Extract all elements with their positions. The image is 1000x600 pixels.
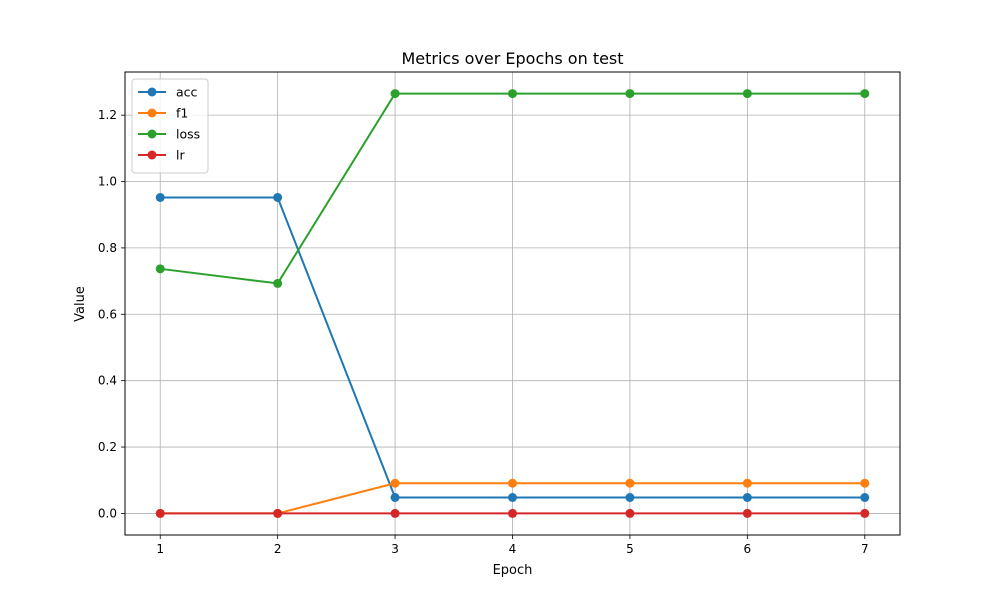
y-tick-label: 0.0: [98, 506, 117, 520]
y-tick-label: 0.6: [98, 307, 117, 321]
legend: acc f1 loss lr: [131, 78, 209, 174]
y-tick-label: 0.8: [98, 241, 117, 255]
data-point-lr: [508, 508, 517, 518]
x-tick-label: 4: [509, 542, 517, 556]
data-point-f1: [625, 478, 635, 488]
data-point-acc: [625, 492, 635, 502]
x-tick-label: 6: [744, 542, 752, 556]
data-point-lr: [155, 508, 165, 518]
data-point-lr: [273, 508, 283, 518]
data-point-acc: [860, 492, 870, 502]
data-point-loss: [508, 89, 517, 99]
data-point-loss: [860, 89, 870, 99]
y-tick-label: 0.4: [98, 374, 117, 388]
data-point-f1: [390, 478, 400, 488]
data-point-acc: [508, 492, 517, 502]
data-point-acc: [742, 492, 752, 502]
data-point-f1: [742, 478, 752, 488]
data-point-lr: [625, 508, 635, 518]
chart-title: Metrics over Epochs on test: [401, 49, 623, 68]
data-point-loss: [625, 89, 635, 99]
y-axis-label: Value: [73, 286, 88, 322]
axis-ticks: 1 2 3 4 5 6 7 0.0 0.2 0.4 0.6 0.8 1.0 1.2: [98, 108, 869, 556]
data-point-f1: [508, 478, 517, 488]
legend-label-acc: acc: [176, 85, 198, 100]
y-tick-label: 1.0: [98, 175, 117, 189]
legend-box: [131, 78, 209, 174]
data-point-lr: [742, 508, 752, 518]
data-point-loss: [273, 278, 283, 288]
legend-marker-f1: [147, 108, 157, 118]
legend-marker-loss: [147, 129, 157, 139]
x-tick-label: 2: [274, 542, 282, 556]
data-point-lr: [860, 508, 870, 518]
x-tick-label: 1: [156, 542, 164, 556]
y-tick-label: 0.2: [98, 440, 117, 454]
x-tick-label: 5: [626, 542, 634, 556]
legend-label-f1: f1: [176, 106, 188, 121]
y-tick-label: 1.2: [98, 108, 117, 122]
data-point-loss: [742, 89, 752, 99]
legend-label-lr: lr: [176, 148, 185, 163]
data-point-loss: [390, 89, 400, 99]
legend-marker-acc: [147, 87, 157, 97]
x-tick-label: 3: [391, 542, 399, 556]
data-point-f1: [860, 478, 870, 488]
data-point-lr: [390, 508, 400, 518]
data-point-acc: [155, 192, 165, 202]
data-point-acc: [390, 492, 400, 502]
x-axis-label: Epoch: [493, 563, 533, 578]
legend-label-loss: loss: [176, 127, 200, 142]
data-point-acc: [273, 192, 283, 202]
series-lines: [155, 89, 870, 518]
x-tick-label: 7: [861, 542, 869, 556]
data-point-loss: [155, 264, 165, 274]
legend-marker-lr: [147, 150, 157, 160]
